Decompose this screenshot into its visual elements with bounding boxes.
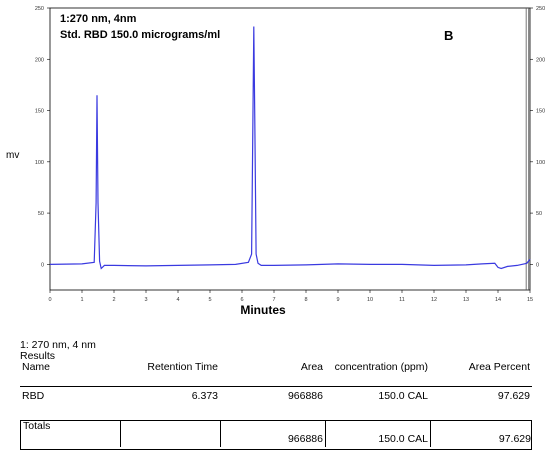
totals-label: Totals <box>21 421 121 447</box>
x-tick-label: 5 <box>208 297 211 303</box>
x-tick-label: 7 <box>272 297 275 303</box>
y-tick-label-right: 250 <box>536 6 545 12</box>
panel-label: B <box>444 28 453 43</box>
table-row: RBD 6.373 966886 150.0 CAL 97.629 <box>20 387 532 408</box>
y-ticks: 0 50 100 150 200 250 0 50 100 150 200 250 <box>35 6 545 268</box>
results-table: 1: 270 nm, 4 nm Results Name Retention T… <box>20 340 532 450</box>
totals-area-percent: 97.629 <box>498 433 531 445</box>
col-retention-time: Retention Time <box>147 361 218 373</box>
x-tick-label: 14 <box>495 297 501 303</box>
col-area-percent: Area Percent <box>468 361 530 373</box>
totals-empty-cell <box>121 421 221 447</box>
x-tick-label: 0 <box>48 297 51 303</box>
x-tick-label: 8 <box>304 297 307 303</box>
y-tick-label-right: 50 <box>536 211 542 217</box>
y-tick-label-right: 0 <box>536 262 539 268</box>
y-tick-label: 0 <box>41 262 44 268</box>
annotation-standard: Std. RBD 150.0 micrograms/ml <box>60 29 220 41</box>
x-tick-label: 9 <box>336 297 339 303</box>
y-tick-label: 100 <box>35 160 44 166</box>
cell-area: 966886 <box>287 390 323 402</box>
x-ticks: 0 1 2 3 4 5 6 7 8 9 10 11 12 13 14 15 <box>48 290 533 303</box>
x-tick-label: 11 <box>399 297 405 303</box>
x-tick-label: 4 <box>176 297 179 303</box>
col-concentration: concentration (ppm) <box>334 361 428 373</box>
y-tick-label: 150 <box>35 109 44 115</box>
method-line: 1: 270 nm, 4 nm <box>20 339 96 351</box>
x-tick-label: 13 <box>463 297 469 303</box>
y-tick-label-right: 200 <box>536 57 545 63</box>
y-tick-label-right: 100 <box>536 160 545 166</box>
cell-retention-time: 6.373 <box>191 390 218 402</box>
totals-row: Totals 966886 150.0 CAL 97.629 <box>20 420 532 450</box>
y-tick-label-right: 150 <box>536 109 545 115</box>
plot-frame <box>49 7 531 291</box>
y-tick-label: 250 <box>35 6 44 12</box>
y-axis-title: mv <box>6 150 19 161</box>
cell-name: RBD <box>22 390 45 402</box>
x-tick-label: 15 <box>527 297 533 303</box>
y-tick-label: 50 <box>38 211 44 217</box>
col-name: Name <box>22 361 51 373</box>
column-headers: Name Retention Time Area concentration (… <box>20 362 532 387</box>
series-line <box>49 26 531 270</box>
x-tick-label: 2 <box>112 297 115 303</box>
annotation-wavelength: 1:270 nm, 4nm <box>60 13 137 25</box>
x-tick-label: 10 <box>367 297 373 303</box>
reference-lines <box>525 8 530 290</box>
x-tick-label: 1 <box>80 297 83 303</box>
x-axis-title: Minutes <box>240 303 286 317</box>
results-title: Results <box>20 350 56 362</box>
cell-concentration: 150.0 CAL <box>378 390 428 402</box>
x-tick-label: 3 <box>144 297 147 303</box>
cell-area-percent: 97.629 <box>497 390 530 402</box>
col-area: Area <box>300 361 323 373</box>
chromatogram-chart: 0 1 2 3 4 5 6 7 8 9 10 11 12 13 14 15 05010015020025005… <box>6 6 545 317</box>
x-tick-label: 6 <box>240 297 243 303</box>
totals-concentration: 150.0 CAL <box>326 421 431 447</box>
x-tick-label: 12 <box>431 297 437 303</box>
totals-area: 966886 <box>221 421 326 447</box>
y-tick-label: 200 <box>35 57 44 63</box>
